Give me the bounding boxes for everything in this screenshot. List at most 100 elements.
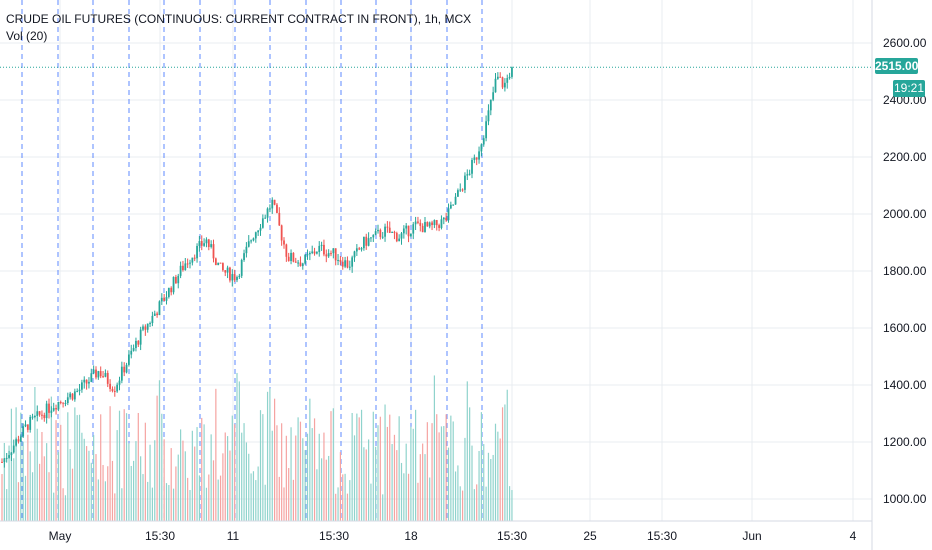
volume-bar: [281, 423, 283, 521]
candle-body: [120, 366, 123, 381]
candle-body: [238, 275, 241, 278]
candle-body: [189, 262, 191, 264]
volume-bar: [255, 480, 257, 521]
volume-bar: [504, 404, 506, 521]
volume-bar: [227, 436, 229, 521]
volume-bar: [88, 450, 90, 521]
candle-body: [457, 190, 459, 197]
volume-bar: [163, 439, 165, 521]
volume-bar: [147, 481, 149, 521]
candle-body: [172, 276, 175, 293]
candle-body: [132, 348, 135, 351]
candle-body: [191, 257, 194, 263]
volume-bar: [494, 423, 497, 521]
candle-body: [217, 262, 220, 266]
volume-bar: [250, 473, 252, 521]
volume-bar: [208, 474, 210, 521]
volume-bar: [360, 409, 363, 521]
volume-bar: [156, 395, 158, 521]
candle-body: [398, 238, 401, 242]
candle-body: [381, 236, 384, 238]
candle-body: [200, 241, 203, 246]
time-tick-label: 15:30: [145, 529, 175, 543]
candle-body: [442, 217, 445, 220]
volume-bar: [363, 447, 365, 521]
volume-bar: [107, 466, 109, 521]
candle-body: [440, 219, 443, 228]
time-axis[interactable]: May 15:30 11 15:30 18 15:30 25 15:30 Jun 4: [49, 529, 857, 543]
volume-bar: [60, 424, 62, 521]
candle-body: [283, 240, 285, 245]
volume-bar: [76, 415, 78, 521]
volume-bar: [180, 429, 182, 521]
volume-bar: [219, 475, 222, 521]
candle-body: [160, 297, 163, 302]
candle-body: [95, 369, 97, 378]
volume-bar: [353, 435, 356, 521]
volume-bar: [269, 388, 271, 521]
volume-bar: [309, 398, 311, 521]
volume-bar: [6, 489, 8, 521]
candle-body: [207, 239, 210, 247]
time-tick-label: 15:30: [497, 529, 527, 543]
volume-bar: [74, 407, 76, 521]
candle-body: [438, 225, 440, 228]
volume-bar: [137, 412, 139, 521]
volume-bar: [196, 427, 198, 521]
candle-body: [327, 253, 330, 257]
candle-body: [478, 151, 480, 160]
volume-bar: [436, 414, 438, 521]
volume-bar: [344, 473, 346, 521]
candle-body: [165, 297, 168, 301]
candle-body: [276, 204, 278, 213]
candle-body: [41, 414, 43, 416]
candle-body: [419, 222, 422, 226]
candle-body: [48, 403, 50, 413]
volume-bar: [41, 431, 43, 521]
volume-bar: [34, 387, 36, 521]
volume-bars: [1, 372, 513, 521]
volume-bar: [46, 443, 48, 521]
symbol-title[interactable]: CRUDE OIL FUTURES (CONTINUOUS: CURRENT C…: [6, 12, 472, 26]
volume-bar: [415, 409, 417, 521]
candle-body: [12, 445, 15, 453]
candle-body: [205, 239, 208, 244]
price-tick-label: 2600.00: [883, 36, 927, 50]
candle-body: [231, 274, 234, 281]
volume-bar: [424, 454, 426, 521]
candle-body: [499, 76, 502, 78]
candle-body: [144, 326, 147, 330]
candle-body: [254, 232, 257, 239]
volume-bar: [236, 372, 238, 521]
candle-body: [473, 157, 476, 160]
candle-body: [69, 393, 72, 398]
candle-body: [344, 260, 346, 267]
price-tick-label: 1200.00: [883, 435, 927, 449]
candle-body: [196, 245, 198, 259]
volume-bar: [231, 415, 233, 521]
candle-body: [163, 297, 166, 301]
volume-bar: [445, 414, 447, 521]
price-axis[interactable]: 2600.002400.002200.002000.001800.001600.…: [883, 36, 927, 506]
volume-bar: [168, 485, 170, 521]
volume-bar: [483, 444, 485, 521]
candle-body: [459, 189, 462, 191]
time-tick-label: Jun: [742, 529, 761, 543]
volume-bar: [473, 489, 475, 521]
candle-body: [71, 393, 74, 400]
volume-bar: [154, 440, 156, 521]
candle-body: [435, 220, 438, 226]
volume-indicator-label[interactable]: Vol (20): [6, 29, 48, 43]
volume-bar: [325, 459, 327, 521]
volume-bar: [161, 413, 163, 521]
volume-bar: [396, 450, 398, 521]
volume-bar: [184, 451, 186, 521]
candle-body: [428, 222, 431, 227]
volume-bar: [8, 445, 10, 521]
volume-bar: [128, 443, 130, 521]
volume-bar: [492, 454, 494, 521]
volume-bar: [3, 442, 5, 521]
candle-body: [471, 159, 473, 174]
volume-bar: [290, 427, 292, 521]
